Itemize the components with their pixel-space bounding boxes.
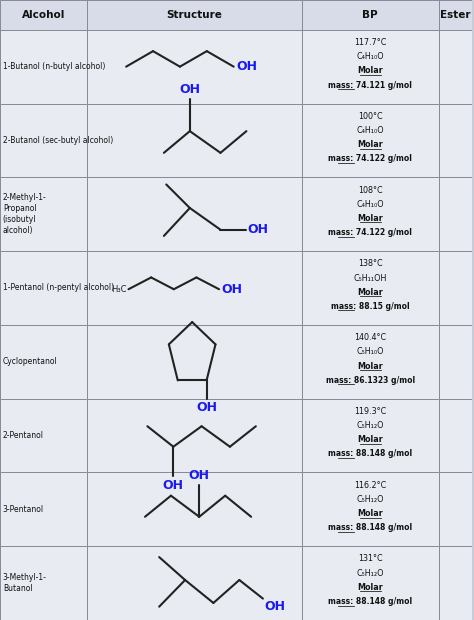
Bar bbox=[438, 472, 472, 546]
Text: Molar: Molar bbox=[357, 214, 383, 223]
Bar bbox=[302, 104, 438, 177]
Text: mass: 88.15 g/mol: mass: 88.15 g/mol bbox=[331, 302, 410, 311]
Text: mass: 88.148 g/mol: mass: 88.148 g/mol bbox=[328, 450, 412, 459]
Text: 117.7°C: 117.7°C bbox=[354, 38, 386, 47]
Bar bbox=[87, 325, 302, 399]
Text: 1-Butanol (n-butyl alcohol): 1-Butanol (n-butyl alcohol) bbox=[3, 62, 105, 71]
Bar bbox=[302, 177, 438, 251]
Bar bbox=[302, 472, 438, 546]
Text: mass: 74.122 g/mol: mass: 74.122 g/mol bbox=[328, 154, 412, 164]
Text: OH: OH bbox=[248, 223, 269, 236]
Text: 1-Pentanol (n-pentyl alcohol): 1-Pentanol (n-pentyl alcohol) bbox=[3, 283, 114, 293]
Text: Molar: Molar bbox=[357, 140, 383, 149]
Text: mass: 74.122 g/mol: mass: 74.122 g/mol bbox=[328, 228, 412, 237]
Text: 140.4°C: 140.4°C bbox=[354, 333, 386, 342]
Text: mass: 74.121 g/mol: mass: 74.121 g/mol bbox=[328, 81, 412, 90]
Bar bbox=[87, 472, 302, 546]
Text: OH: OH bbox=[163, 479, 184, 492]
Text: C₅H₁₂O: C₅H₁₂O bbox=[356, 569, 384, 578]
Bar bbox=[87, 30, 302, 104]
Text: C₄H₁₀O: C₄H₁₀O bbox=[356, 200, 384, 209]
Bar bbox=[0, 399, 87, 472]
Text: Ester: Ester bbox=[440, 10, 470, 20]
Bar bbox=[0, 30, 87, 104]
Bar bbox=[302, 399, 438, 472]
Text: C₄H₁₀O: C₄H₁₀O bbox=[356, 126, 384, 135]
Text: C₅H₁₁OH: C₅H₁₁OH bbox=[354, 273, 387, 283]
Text: 3-Methyl-1-
Butanol: 3-Methyl-1- Butanol bbox=[3, 573, 47, 593]
Text: Molar: Molar bbox=[357, 361, 383, 371]
Text: Molar: Molar bbox=[357, 509, 383, 518]
Bar bbox=[0, 325, 87, 399]
Text: Molar: Molar bbox=[357, 583, 383, 592]
Bar bbox=[0, 472, 87, 546]
Bar bbox=[87, 399, 302, 472]
Bar bbox=[438, 251, 472, 325]
Bar bbox=[0, 104, 87, 177]
Text: 108°C: 108°C bbox=[358, 185, 383, 195]
Text: OH: OH bbox=[179, 83, 201, 95]
Text: 2-Methyl-1-
Propanol
(isobutyl
alcohol): 2-Methyl-1- Propanol (isobutyl alcohol) bbox=[3, 193, 46, 236]
Bar bbox=[87, 251, 302, 325]
Text: BP: BP bbox=[363, 10, 378, 20]
Bar bbox=[0, 0, 87, 30]
Text: 119.3°C: 119.3°C bbox=[354, 407, 386, 416]
Text: Molar: Molar bbox=[357, 66, 383, 76]
Text: OH: OH bbox=[264, 600, 285, 613]
Text: Molar: Molar bbox=[357, 288, 383, 297]
Bar bbox=[87, 0, 302, 30]
Bar bbox=[0, 177, 87, 251]
Text: 116.2°C: 116.2°C bbox=[354, 480, 386, 490]
Bar bbox=[438, 325, 472, 399]
Text: C₅H₁₀O: C₅H₁₀O bbox=[356, 347, 384, 356]
Bar bbox=[0, 251, 87, 325]
Bar bbox=[438, 546, 472, 620]
Text: mass: 88.148 g/mol: mass: 88.148 g/mol bbox=[328, 597, 412, 606]
Bar bbox=[438, 104, 472, 177]
Bar bbox=[87, 104, 302, 177]
Text: 138°C: 138°C bbox=[358, 259, 383, 268]
Bar bbox=[438, 0, 472, 30]
Text: C₅H₁₂O: C₅H₁₂O bbox=[356, 421, 384, 430]
Bar bbox=[302, 30, 438, 104]
Bar bbox=[438, 30, 472, 104]
Text: OH: OH bbox=[236, 60, 257, 73]
Text: C₄H₁₀O: C₄H₁₀O bbox=[356, 52, 384, 61]
Text: mass: 88.148 g/mol: mass: 88.148 g/mol bbox=[328, 523, 412, 533]
Text: Alcohol: Alcohol bbox=[22, 10, 65, 20]
Text: OH: OH bbox=[196, 401, 217, 414]
Bar bbox=[438, 399, 472, 472]
Text: OH: OH bbox=[221, 283, 242, 296]
Text: H₃C: H₃C bbox=[111, 285, 127, 294]
Bar bbox=[87, 546, 302, 620]
Text: OH: OH bbox=[189, 469, 210, 482]
Text: mass: 86.1323 g/mol: mass: 86.1323 g/mol bbox=[326, 376, 415, 385]
Bar bbox=[302, 325, 438, 399]
Bar bbox=[438, 177, 472, 251]
Bar bbox=[302, 251, 438, 325]
Bar bbox=[302, 0, 438, 30]
Text: C₅H₁₂O: C₅H₁₂O bbox=[356, 495, 384, 504]
Text: 131°C: 131°C bbox=[358, 554, 383, 564]
Text: Structure: Structure bbox=[166, 10, 222, 20]
Text: Molar: Molar bbox=[357, 435, 383, 445]
Bar bbox=[302, 546, 438, 620]
Text: Cyclopentanol: Cyclopentanol bbox=[3, 357, 57, 366]
Text: 2-Butanol (sec-butyl alcohol): 2-Butanol (sec-butyl alcohol) bbox=[3, 136, 113, 145]
Text: 2-Pentanol: 2-Pentanol bbox=[3, 431, 44, 440]
Bar bbox=[0, 546, 87, 620]
Text: 100°C: 100°C bbox=[358, 112, 383, 121]
Text: 3-Pentanol: 3-Pentanol bbox=[3, 505, 44, 514]
Bar bbox=[87, 177, 302, 251]
